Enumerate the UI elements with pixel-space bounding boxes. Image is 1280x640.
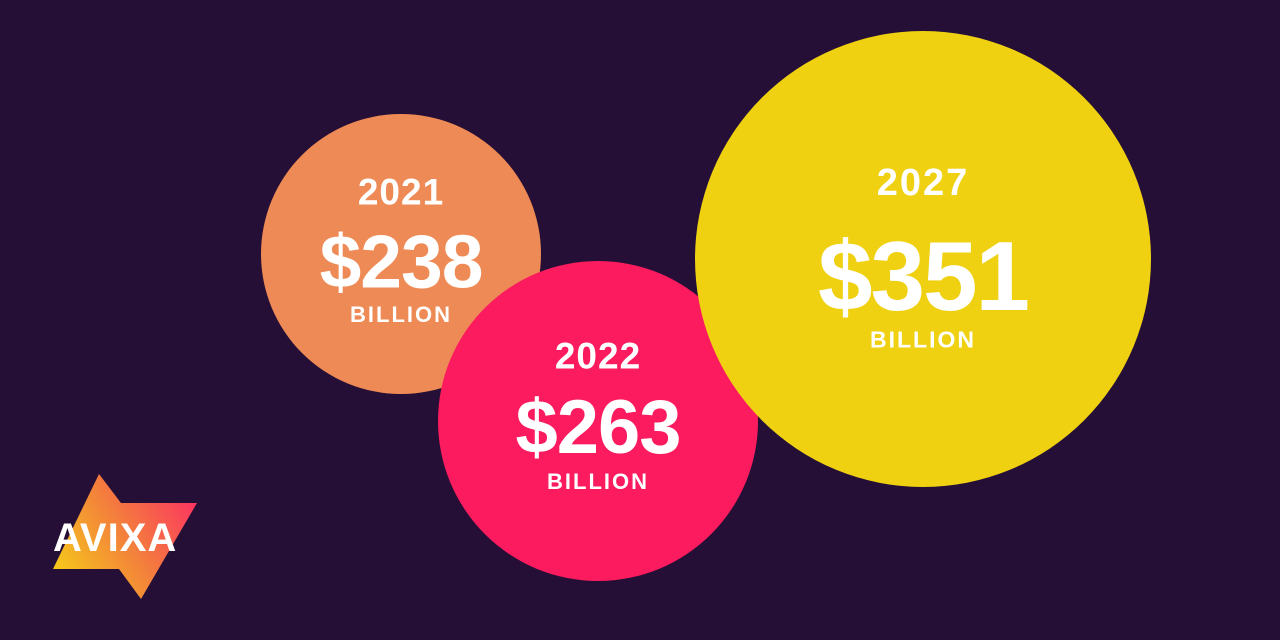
amount-value-2027: $351 xyxy=(817,221,1030,331)
billion-label-2022: BILLION xyxy=(547,469,649,494)
amount-value-2021: $238 xyxy=(319,219,484,304)
avixa-star-icon xyxy=(53,474,197,599)
bubble-2027: 2027 $351 BILLION xyxy=(695,31,1151,487)
year-label-2027: 2027 xyxy=(876,162,970,204)
avixa-logo: AVIXA xyxy=(48,470,208,604)
amount-value-2022: $263 xyxy=(515,385,681,470)
bubble-2021: 2021 $238 BILLION xyxy=(261,114,541,394)
year-label-2022: 2022 xyxy=(554,335,642,377)
avixa-logo-text: AVIXA xyxy=(53,516,178,560)
year-label-2021: 2021 xyxy=(357,171,445,213)
billion-label-2027: BILLION xyxy=(870,326,976,353)
billion-label-2021: BILLION xyxy=(350,302,452,327)
